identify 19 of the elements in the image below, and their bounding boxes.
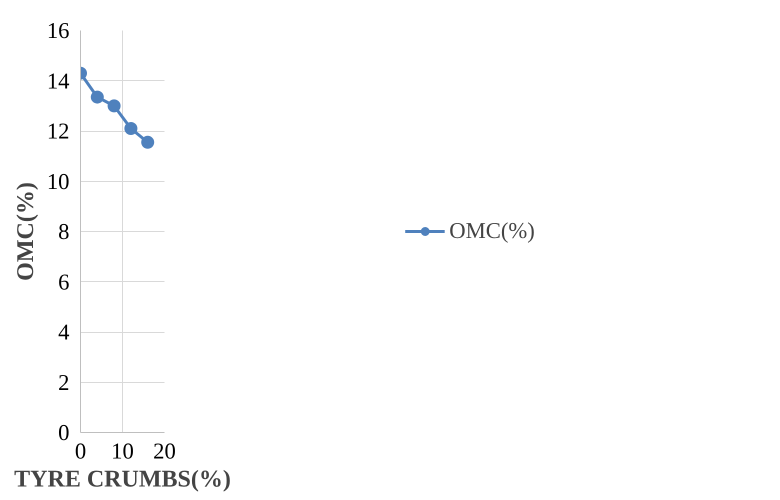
y-tick-label: 2 — [58, 370, 70, 395]
y-tick-label: 16 — [46, 18, 70, 43]
point — [124, 122, 138, 135]
legend-label: OMC(%) — [449, 218, 535, 244]
x-axis-title: TYRE CRUMBS(%) — [14, 466, 231, 492]
y-tick-label: 14 — [46, 68, 70, 94]
y-tick-label: 6 — [58, 269, 70, 294]
x-tick-label: 10 — [111, 438, 134, 464]
y-tick-label: 8 — [58, 219, 70, 244]
x-tick-label: 20 — [153, 438, 176, 464]
point — [90, 90, 104, 104]
y-tick-label: 0 — [58, 420, 70, 445]
y-tick-label: 4 — [58, 320, 70, 344]
y-tick-label: 12 — [46, 118, 70, 144]
point — [108, 99, 121, 112]
x-tick-label: 0 — [74, 438, 86, 464]
y-tick-label: 10 — [46, 168, 70, 194]
y-axis-title: OMC(%) — [12, 182, 39, 281]
point — [141, 136, 154, 149]
